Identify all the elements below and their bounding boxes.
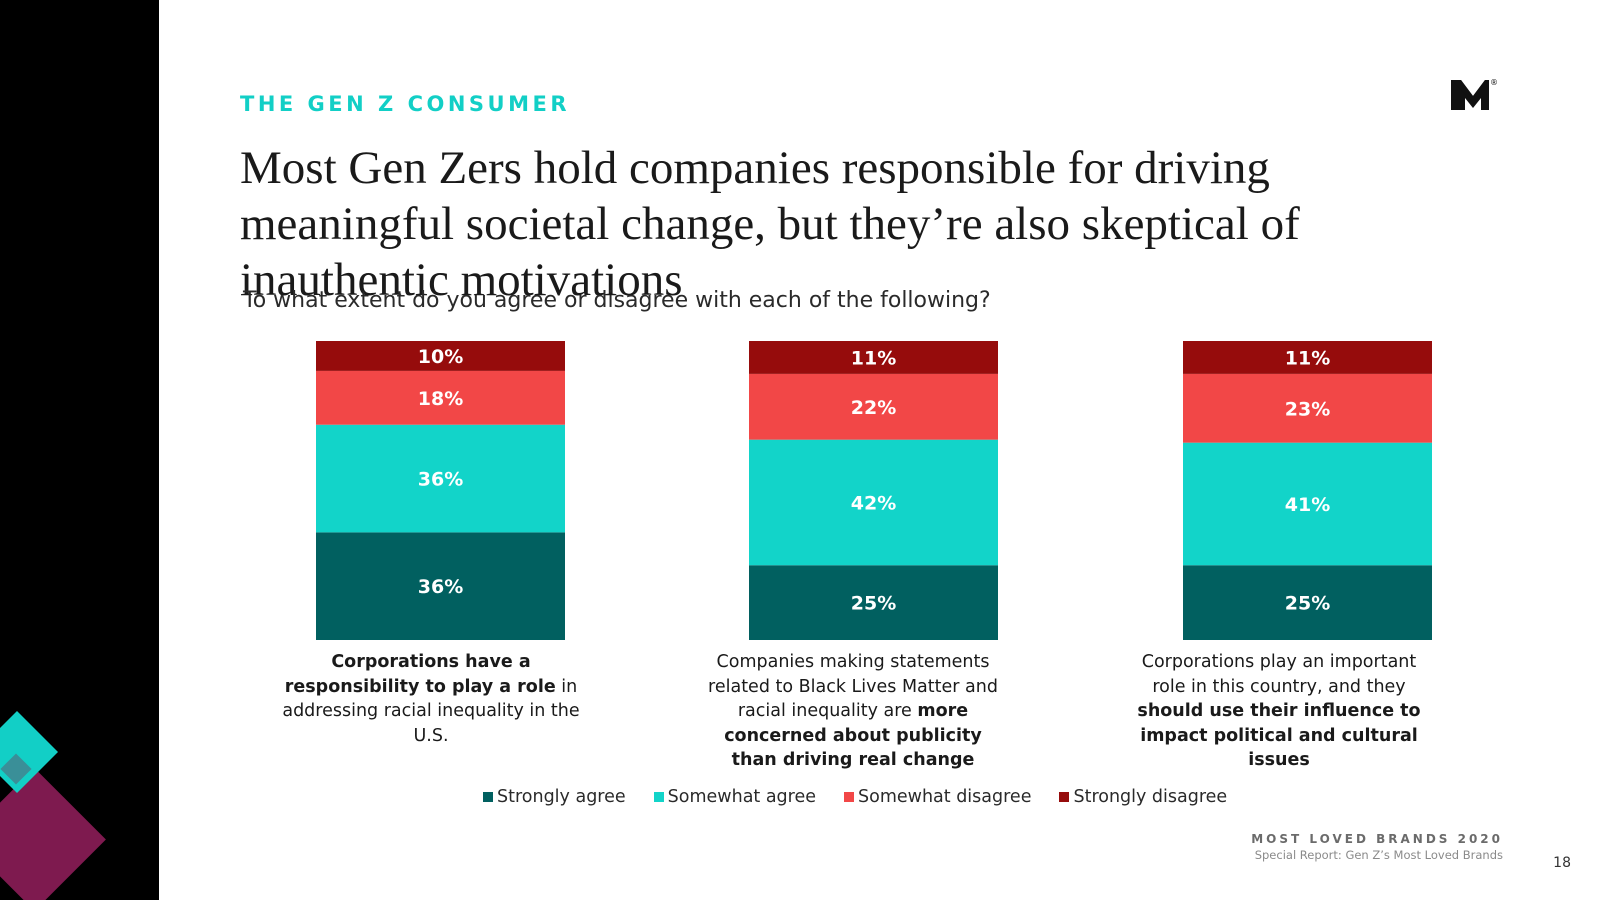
caption-bold: should use their influence to impact pol… — [1137, 701, 1421, 770]
data-label-strongly-disagree-3: 11% — [1285, 347, 1330, 369]
legend-item-somewhat-disagree: Somewhat disagree — [844, 787, 1031, 807]
legend-label: Strongly agree — [497, 787, 626, 807]
caption-text: Companies making statements related to B… — [708, 652, 998, 721]
caption-text: in addressing racial inequality in the U… — [282, 676, 580, 746]
data-label-strongly-agree-3: 25% — [1285, 593, 1330, 615]
legend-item-strongly-agree: Strongly agree — [483, 787, 626, 807]
data-label-strongly-agree-2: 25% — [851, 593, 896, 615]
footer-subtitle: Special Report: Gen Z’s Most Loved Brand… — [1254, 848, 1503, 862]
legend-item-somewhat-agree: Somewhat agree — [653, 787, 817, 807]
chart-legend: Strongly agree Somewhat agree Somewhat d… — [483, 787, 1227, 807]
survey-question: To what extent do you agree or disagree … — [243, 288, 991, 313]
bar-segment-somewhat-disagree-1 — [316, 370, 565, 425]
bar-segment-strongly-agree-3 — [1183, 565, 1432, 640]
caption-bold: Corporations have a responsibility to pl… — [284, 652, 556, 697]
data-label-somewhat-disagree-2: 22% — [851, 397, 896, 419]
legend-label: Somewhat agree — [667, 787, 817, 807]
bar-segment-strongly-agree-1 — [316, 532, 565, 640]
registered-mark: ® — [1490, 78, 1497, 87]
legend-swatch — [483, 792, 493, 802]
bar-segment-somewhat-agree-1 — [316, 424, 565, 533]
bar-segment-somewhat-agree-2 — [749, 439, 998, 566]
bar-caption-2: Companies making statements related to B… — [703, 650, 1003, 773]
left-sidebar — [0, 0, 159, 900]
page-number: 18 — [1553, 855, 1571, 871]
M-brand-logo-icon: ® — [1449, 76, 1498, 116]
data-label-somewhat-disagree-3: 23% — [1285, 398, 1330, 420]
bar-segment-strongly-agree-2 — [749, 565, 998, 640]
page-title: Most Gen Zers hold companies responsible… — [240, 142, 1300, 306]
section-eyebrow: THE GEN Z CONSUMER — [240, 92, 570, 116]
data-label-strongly-disagree-1: 10% — [418, 346, 463, 368]
data-label-somewhat-agree-3: 41% — [1285, 494, 1330, 516]
data-label-somewhat-agree-1: 36% — [418, 469, 463, 491]
legend-swatch — [844, 792, 855, 802]
legend-label: Strongly disagree — [1073, 787, 1228, 807]
legend-label: Somewhat disagree — [858, 787, 1032, 807]
bar-segment-strongly-disagree-3 — [1183, 341, 1432, 374]
legend-item-strongly-disagree: Strongly disagree — [1059, 787, 1227, 807]
caption-bold: more concerned about publicity than driv… — [724, 701, 982, 770]
bar-segment-strongly-disagree-2 — [749, 341, 998, 374]
bar-segment-somewhat-agree-3 — [1183, 442, 1432, 566]
bar-segment-somewhat-disagree-3 — [1183, 373, 1432, 443]
data-label-somewhat-disagree-1: 18% — [418, 388, 463, 410]
data-label-strongly-disagree-2: 11% — [851, 347, 896, 369]
bar-caption-3: Corporations play an important role in t… — [1129, 650, 1429, 773]
legend-swatch — [653, 792, 664, 802]
footer-brand: MOST LOVED BRANDS 2020 — [1251, 832, 1503, 846]
data-label-strongly-agree-1: 36% — [418, 576, 463, 598]
legend-swatch — [1059, 792, 1070, 802]
data-label-somewhat-agree-2: 42% — [851, 492, 896, 514]
caption-text: Corporations play an important role in t… — [1141, 652, 1417, 697]
bar-caption-1: Corporations have a responsibility to pl… — [281, 650, 581, 748]
bar-segment-somewhat-disagree-2 — [749, 373, 998, 440]
bar-segment-strongly-disagree-1 — [316, 341, 565, 371]
